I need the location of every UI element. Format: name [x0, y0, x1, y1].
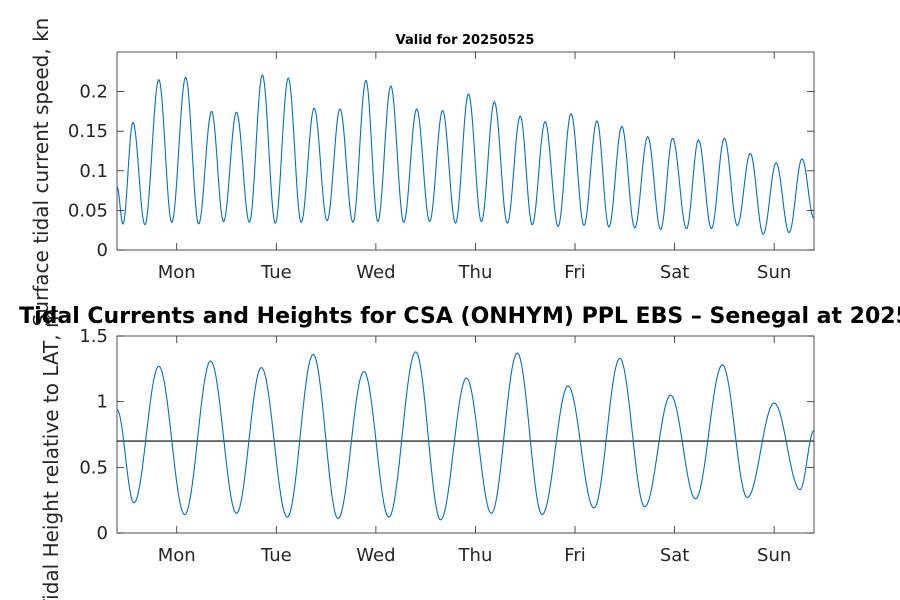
current-speed-y-tick-label: 0.05 [68, 200, 108, 221]
current-speed-axes-box [116, 51, 815, 251]
current-speed-x-tick-label: Wed [356, 262, 395, 283]
current-speed-y-ticks: 0 0.05 0.1 0.15 0.2 [68, 82, 814, 261]
current-speed-axes: Valid for 20250525 0 0.05 0.1 0.15 0.2 Mon Tu… [29, 18, 815, 327]
tidal-height-y-tick-label: 0.5 [79, 457, 108, 478]
current-speed-chart-title: Valid for 20250525 [396, 33, 535, 48]
current-speed-x-tick-label: Thu [458, 262, 493, 283]
tidal-height-x-tick-label: Mon [158, 545, 196, 566]
current-speed-x-ticks: Mon Tue Wed Thu Fri Sat Sun [158, 52, 791, 283]
tidal-height-plot-area [116, 335, 815, 534]
tidal-height-y-axis-label: Tidal Height relative to LAT, m [39, 309, 63, 600]
current-speed-x-tick-label: Sat [660, 262, 690, 283]
current-speed-y-tick-label: 0.1 [79, 161, 108, 182]
current-speed-series-line [117, 74, 814, 235]
current-speed-x-tick-label: Tue [260, 262, 292, 283]
current-speed-y-tick-label: 0.15 [68, 121, 108, 142]
tidal-height-y-tick-label: 1 [97, 392, 108, 413]
tidal-height-x-tick-label: Sun [757, 545, 791, 566]
current-speed-y-axis-label: Surface tidal current speed, kn [29, 18, 53, 327]
current-speed-plot-area [116, 51, 815, 251]
tidal-height-axes: 0 0.5 1 1.5 Mon Tue Wed Thu Fri Sat Sun Tidal Hei… [39, 309, 815, 600]
tidal-height-x-tick-label: Sat [660, 545, 690, 566]
current-speed-y-tick-label: 0.2 [79, 82, 108, 103]
tidal-height-y-ticks: 0 0.5 1 1.5 [79, 326, 814, 544]
tidal-height-series-line [117, 351, 814, 521]
current-speed-x-tick-label: Sun [757, 262, 791, 283]
tidal-height-x-tick-label: Wed [356, 545, 395, 566]
tidal-height-y-tick-label: 1.5 [79, 326, 108, 347]
current-speed-x-tick-label: Fri [564, 262, 585, 283]
tidal-height-x-tick-label: Fri [564, 545, 585, 566]
tidal-height-x-ticks: Mon Tue Wed Thu Fri Sat Sun [158, 336, 791, 566]
current-speed-x-tick-label: Mon [158, 262, 196, 283]
figure-main-title: Tidal Currents and Heights for CSA (ONHY… [19, 304, 900, 329]
tidal-height-x-tick-label: Tue [260, 545, 292, 566]
tidal-height-y-tick-label: 0 [97, 523, 108, 544]
tidal-height-axes-box [116, 335, 815, 534]
current-speed-y-tick-label: 0 [97, 240, 108, 261]
tidal-height-x-tick-label: Thu [458, 545, 493, 566]
